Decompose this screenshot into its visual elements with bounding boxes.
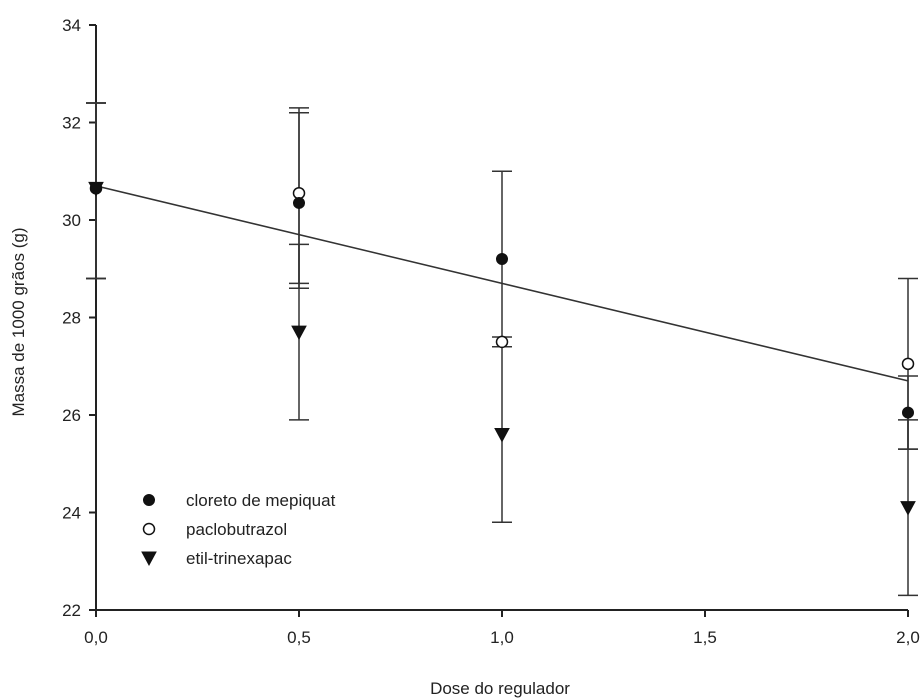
x-tick-label: 0,5 xyxy=(287,628,311,647)
legend-label: etil-trinexapac xyxy=(186,549,292,568)
y-tick-label: 24 xyxy=(62,504,81,523)
y-tick-label: 22 xyxy=(62,601,81,620)
y-tick-label: 30 xyxy=(62,211,81,230)
markers-layer xyxy=(88,181,916,516)
x-tick-label: 0,0 xyxy=(84,628,108,647)
x-tick-label: 1,5 xyxy=(693,628,717,647)
y-axis-title: Massa de 1000 grãos (g) xyxy=(9,228,28,417)
data-point-etil-trinexapac xyxy=(494,428,510,443)
legend: cloreto de mepiquat paclobutrazol etil-tri… xyxy=(141,491,336,568)
data-point-cloreto-de-mepiquat xyxy=(902,406,914,419)
x-tick-label: 1,0 xyxy=(490,628,514,647)
legend-marker-etil-trinexapac xyxy=(141,551,157,567)
data-point-paclobutrazol xyxy=(901,357,915,371)
data-point-paclobutrazol xyxy=(495,335,509,349)
data-point-cloreto-de-mepiquat xyxy=(90,182,102,195)
legend-label: paclobutrazol xyxy=(186,520,287,539)
axes-layer: 22 24 26 28 30 32 34 0,0 0,5 1,0 1,5 2,0 xyxy=(62,16,920,647)
data-point-cloreto-de-mepiquat xyxy=(293,196,305,209)
legend-marker-cloreto-de-mepiquat xyxy=(143,494,155,506)
x-tick-label: 2,0 xyxy=(896,628,920,647)
data-point-cloreto-de-mepiquat xyxy=(496,253,508,265)
legend-marker-paclobutrazol xyxy=(142,522,156,536)
y-tick-label: 28 xyxy=(62,309,81,328)
data-point-etil-trinexapac xyxy=(291,325,307,341)
y-tick-label: 32 xyxy=(62,114,81,133)
legend-label: cloreto de mepiquat xyxy=(186,491,336,510)
y-tick-label: 26 xyxy=(62,406,81,425)
x-axis-title: Dose do regulador xyxy=(430,679,570,698)
data-point-etil-trinexapac xyxy=(900,501,916,516)
y-tick-label: 34 xyxy=(62,16,81,35)
